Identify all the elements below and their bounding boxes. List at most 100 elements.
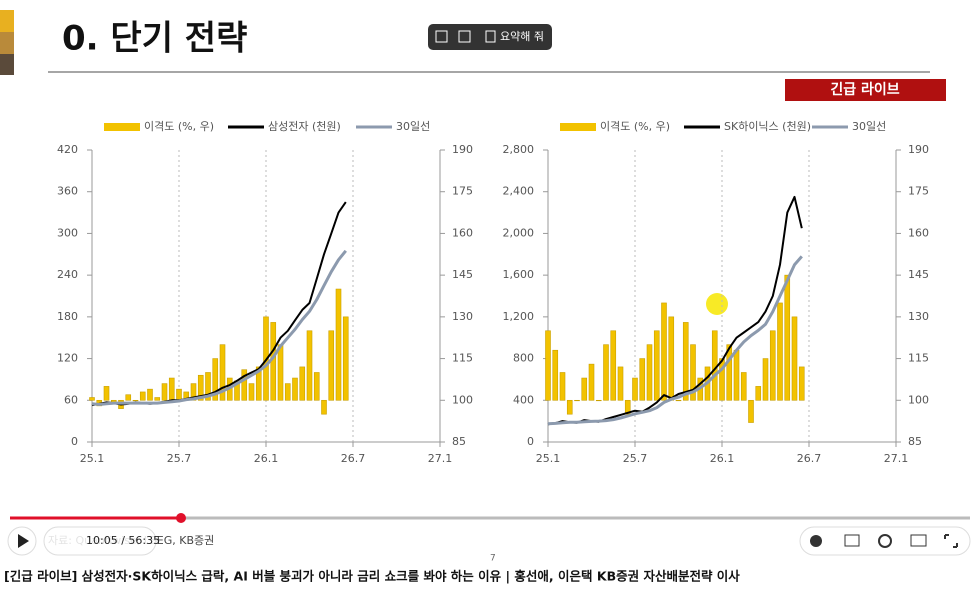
y-tick-label: 180: [57, 310, 78, 323]
deco-bar: [0, 10, 14, 32]
line: [547, 255, 803, 426]
bar: [125, 394, 132, 401]
y2-tick-label: 85: [452, 435, 466, 448]
legend-swatch: [560, 123, 596, 131]
x-tick-label: 27.1: [428, 452, 453, 465]
bar: [624, 399, 631, 415]
bar: [241, 369, 248, 401]
bar: [255, 366, 262, 401]
bar: [682, 322, 689, 401]
bar: [168, 377, 175, 401]
icon: [435, 30, 448, 43]
bar: [603, 344, 609, 401]
bar: [784, 274, 791, 401]
bar: [646, 344, 653, 401]
bar: [762, 358, 769, 401]
bar: [313, 372, 320, 401]
cursor-highlight: [706, 293, 728, 315]
bar: [755, 386, 762, 401]
y2-tick-label: 130: [908, 310, 929, 323]
x-tick-label: 25.7: [167, 452, 192, 465]
fullscreen-button[interactable]: [944, 534, 958, 548]
y2-tick-label: 100: [908, 393, 929, 406]
legend-label: 이격도 (%, 우): [600, 120, 670, 133]
y2-tick-label: 145: [908, 268, 929, 281]
bar: [328, 330, 335, 401]
bar: [675, 399, 682, 402]
y2-tick-label: 130: [452, 310, 473, 323]
deco-bar: [0, 54, 14, 75]
legend-label: 삼성전자 (천원): [268, 119, 341, 133]
bar: [595, 399, 602, 402]
y2-tick-label: 85: [908, 435, 922, 448]
bar: [574, 399, 580, 402]
controls-pill: [799, 526, 971, 556]
x-tick-label: 25.7: [623, 452, 648, 465]
bar: [777, 302, 783, 401]
y2-tick-label: 115: [452, 352, 473, 365]
y-tick-label: 1,600: [503, 268, 535, 281]
bar: [719, 358, 725, 401]
y-tick-label: 2,800: [503, 143, 535, 156]
legend-label: 30일선: [396, 119, 430, 133]
captions-button[interactable]: [844, 534, 860, 547]
bar: [89, 397, 95, 401]
y2-tick-label: 100: [452, 393, 473, 406]
bar: [668, 316, 675, 401]
bar: [566, 399, 573, 415]
bar: [147, 388, 153, 401]
slide-title: 0. 단기 전략: [62, 19, 247, 59]
bar: [205, 372, 211, 401]
play-icon: [18, 534, 29, 548]
y-tick-label: 0: [71, 435, 78, 448]
bar: [733, 349, 740, 401]
legend-label: 30일선: [852, 119, 886, 133]
y2-tick-label: 175: [452, 185, 473, 198]
x-tick-label: 25.1: [80, 452, 105, 465]
time: 10:05 / 56:35: [86, 534, 160, 547]
deco-bar: [0, 32, 14, 54]
legend-label: SK하이닉스 (천원): [724, 119, 811, 133]
bar: [161, 383, 168, 401]
x-tick-label: 26.1: [254, 452, 279, 465]
y-tick-label: 360: [57, 185, 78, 198]
settings-button[interactable]: [878, 534, 892, 548]
bar: [610, 330, 617, 401]
y2-tick-label: 175: [908, 185, 929, 198]
bar: [798, 366, 805, 401]
bar: [103, 386, 110, 401]
line: [91, 249, 347, 406]
page-number: 7: [490, 554, 496, 564]
bar: [791, 316, 798, 401]
bar: [653, 330, 660, 401]
bar: [617, 366, 624, 401]
badge: [785, 79, 946, 101]
y2-tick-label: 190: [908, 143, 929, 156]
y-tick-label: 240: [57, 268, 78, 281]
bar: [197, 374, 204, 401]
x-tick-label: 26.1: [710, 452, 735, 465]
y2-tick-label: 160: [908, 226, 929, 239]
legend-swatch: [104, 123, 140, 131]
y2-tick-label: 160: [452, 226, 473, 239]
badge-text: 긴급 라이브: [830, 81, 899, 98]
theater-button[interactable]: [910, 534, 927, 547]
x-tick-label: 25.1: [536, 452, 561, 465]
bar: [639, 358, 646, 401]
bar: [545, 330, 551, 401]
bar: [219, 344, 226, 401]
video-title: [긴급 라이브] 삼성전자·SK하이닉스 급락, AI 버블 붕괴가 아니라 금…: [4, 569, 740, 584]
bar: [552, 349, 559, 401]
x-tick-label: 27.1: [884, 452, 909, 465]
pause-autoplay[interactable]: [810, 535, 822, 547]
x-tick-label: 26.7: [341, 452, 366, 465]
bar: [284, 383, 291, 401]
x-tick-label: 26.7: [797, 452, 822, 465]
y2-tick-label: 145: [452, 268, 473, 281]
progress-handle[interactable]: [176, 513, 186, 523]
y-tick-label: 400: [513, 393, 534, 406]
y-tick-label: 0: [527, 435, 534, 448]
volume-time-pill[interactable]: [43, 526, 157, 556]
bar: [306, 330, 313, 401]
